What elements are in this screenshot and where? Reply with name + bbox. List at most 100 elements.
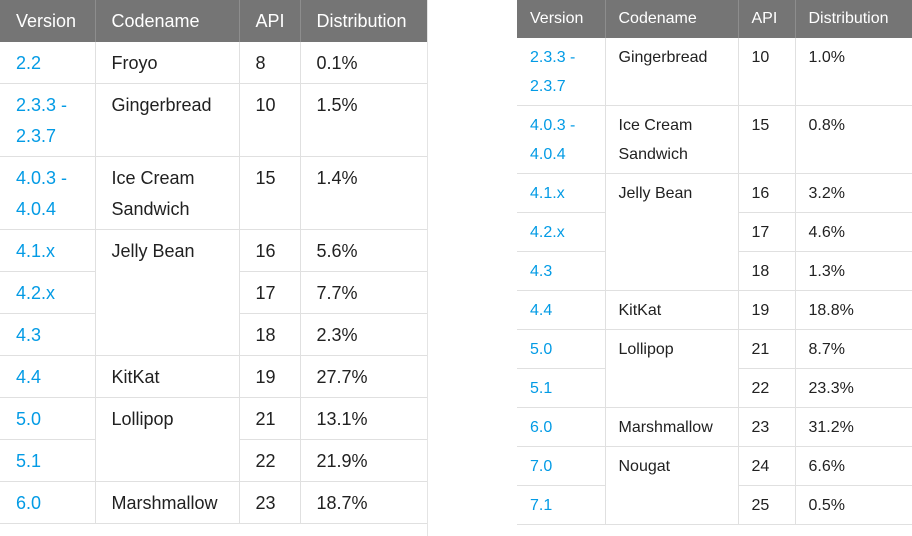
codename-cell: Marshmallow (605, 407, 739, 447)
api-level-cell: 16 (738, 173, 796, 213)
table-body: 2.3.3 -2.3.7 Gingerbread 10 1.0% 4.0.3 -4.0.… (517, 38, 912, 525)
distribution-cell: 31.2% (795, 407, 912, 447)
api-level-cell: 17 (738, 212, 796, 252)
table-row: 4.3 18 1.3% (517, 251, 912, 291)
version-link[interactable]: 6.0 (517, 407, 606, 447)
api-level-cell: 23 (239, 481, 301, 524)
version-link[interactable]: 2.3.3 -2.3.7 (517, 38, 606, 106)
right-table: Version Codename API Distribution 2.3.3 … (517, 0, 912, 525)
distribution-cell: 0.5% (795, 485, 912, 525)
codename-cell: Gingerbread (95, 83, 240, 157)
table-row: 4.2.x 17 4.6% (517, 212, 912, 252)
header-distribution: Distribution (795, 0, 912, 38)
version-link[interactable]: 2.2 (0, 42, 96, 84)
api-level-cell: 16 (239, 229, 301, 272)
api-level-cell: 10 (239, 83, 301, 157)
codename-cell: Ice Cream Sandwich (605, 105, 739, 174)
api-level-cell: 17 (239, 271, 301, 314)
header-version: Version (0, 0, 96, 42)
codename-cell: Gingerbread (605, 38, 739, 106)
distribution-cell: 1.0% (795, 38, 912, 106)
distribution-cell: 8.7% (795, 329, 912, 369)
api-level-cell: 15 (738, 105, 796, 174)
header-api: API (239, 0, 301, 42)
table-row: 2.3.3 -2.3.7 Gingerbread 10 1.0% (517, 38, 912, 106)
codename-cell: Froyo (95, 42, 240, 84)
api-level-cell: 21 (738, 329, 796, 369)
table-row: 4.2.x 17 7.7% (0, 271, 427, 314)
distribution-cell: 4.6% (795, 212, 912, 252)
api-level-cell: 19 (738, 290, 796, 330)
table-row: 2.2 Froyo 8 0.1% (0, 42, 427, 84)
version-link[interactable]: 7.1 (517, 485, 606, 525)
distribution-cell: 0.1% (300, 42, 427, 84)
distribution-cell: 1.4% (300, 156, 427, 230)
codename-cell: KitKat (605, 290, 739, 330)
table-row: 4.1.x Jelly Bean 16 5.6% (0, 229, 427, 356)
codename-cell: Jelly Bean (605, 173, 739, 291)
version-link[interactable]: 4.2.x (0, 271, 96, 314)
version-link[interactable]: 5.1 (0, 439, 96, 482)
codename-cell: Lollipop (95, 397, 240, 482)
codename-cell: Marshmallow (95, 481, 240, 524)
version-link[interactable]: 7.0 (517, 446, 606, 486)
table-row: 6.0 Marshmallow 23 31.2% (517, 407, 912, 447)
distribution-cell: 1.5% (300, 83, 427, 157)
version-link[interactable]: 4.0.3 -4.0.4 (0, 156, 96, 230)
distribution-table-older: Version Codename API Distribution 2.2 Fro… (0, 0, 428, 536)
table-row: 6.0 Marshmallow 23 18.7% (0, 481, 427, 524)
version-link[interactable]: 4.4 (0, 355, 96, 398)
version-link[interactable]: 4.1.x (517, 173, 606, 213)
distribution-cell: 3.2% (795, 173, 912, 213)
table-row: 4.4 KitKat 19 27.7% (0, 355, 427, 398)
header-codename: Codename (95, 0, 240, 42)
header-codename: Codename (605, 0, 739, 38)
api-level-cell: 24 (738, 446, 796, 486)
version-link[interactable]: 6.0 (0, 481, 96, 524)
table-body: 2.2 Froyo 8 0.1% 2.3.3 -2.3.7 Gingerbread 10 1.… (0, 42, 427, 524)
table-row: 4.4 KitKat 19 18.8% (517, 290, 912, 330)
distribution-cell: 18.7% (300, 481, 427, 524)
api-level-cell: 21 (239, 397, 301, 440)
codename-cell: Jelly Bean (95, 229, 240, 356)
table-row: 5.0 Lollipop 21 8.7% (517, 329, 912, 408)
left-table: Version Codename API Distribution 2.2 Fro… (0, 0, 427, 524)
version-link[interactable]: 4.3 (0, 313, 96, 356)
version-link[interactable]: 2.3.3 -2.3.7 (0, 83, 96, 157)
distribution-cell: 7.7% (300, 271, 427, 314)
codename-cell: Lollipop (605, 329, 739, 408)
distribution-cell: 13.1% (300, 397, 427, 440)
distribution-cell: 21.9% (300, 439, 427, 482)
table-row: 4.0.3 -4.0.4 Ice Cream Sandwich 15 1.4% (0, 156, 427, 230)
distribution-table-newer: Version Codename API Distribution 2.3.3 … (517, 0, 912, 536)
api-level-cell: 22 (738, 368, 796, 408)
version-link[interactable]: 5.0 (517, 329, 606, 369)
distribution-cell: 23.3% (795, 368, 912, 408)
table-header-row: Version Codename API Distribution (0, 0, 427, 42)
version-link[interactable]: 4.4 (517, 290, 606, 330)
api-level-cell: 23 (738, 407, 796, 447)
codename-cell: Nougat (605, 446, 739, 525)
table-row: 5.1 22 23.3% (517, 368, 912, 408)
version-link[interactable]: 5.1 (517, 368, 606, 408)
version-link[interactable]: 4.3 (517, 251, 606, 291)
distribution-cell: 5.6% (300, 229, 427, 272)
distribution-cell: 0.8% (795, 105, 912, 174)
api-level-cell: 18 (239, 313, 301, 356)
table-row: 4.3 18 2.3% (0, 313, 427, 356)
table-row: 5.1 22 21.9% (0, 439, 427, 482)
distribution-cell: 1.3% (795, 251, 912, 291)
version-link[interactable]: 4.1.x (0, 229, 96, 272)
header-version: Version (517, 0, 606, 38)
table-row: 5.0 Lollipop 21 13.1% (0, 397, 427, 482)
table-row: 7.0 Nougat 24 6.6% (517, 446, 912, 525)
version-link[interactable]: 5.0 (0, 397, 96, 440)
header-api: API (738, 0, 796, 38)
version-link[interactable]: 4.0.3 -4.0.4 (517, 105, 606, 174)
distribution-cell: 6.6% (795, 446, 912, 486)
version-link[interactable]: 4.2.x (517, 212, 606, 252)
distribution-cell: 2.3% (300, 313, 427, 356)
api-level-cell: 18 (738, 251, 796, 291)
table-header-row: Version Codename API Distribution (517, 0, 912, 38)
header-distribution: Distribution (300, 0, 427, 42)
